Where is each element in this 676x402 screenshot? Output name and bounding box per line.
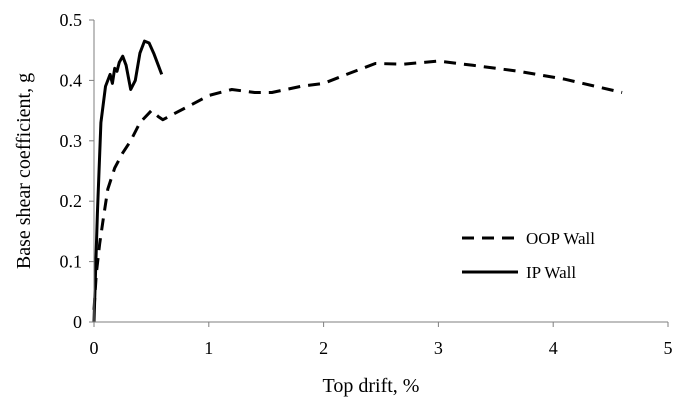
x-tick-label: 3 xyxy=(434,338,443,358)
legend: OOP Wall IP Wall xyxy=(462,229,595,282)
series-line-oop-wall xyxy=(92,59,623,310)
plot-area xyxy=(92,39,623,323)
y-tick-label: 0 xyxy=(73,312,82,332)
legend-label: IP Wall xyxy=(526,263,576,282)
x-tick-label: 4 xyxy=(549,338,558,358)
x-axis-title: Top drift, % xyxy=(323,375,420,397)
y-tick-label: 0.3 xyxy=(60,131,83,151)
y-axis-title: Base shear coefficient, g xyxy=(13,73,35,269)
tick-labels: 0 0.1 0.2 0.3 0.4 0.5 0 1 2 3 4 5 xyxy=(60,10,673,358)
axes xyxy=(89,19,669,327)
y-tick-label: 0.2 xyxy=(60,191,83,211)
x-tick-label: 0 xyxy=(90,338,99,358)
y-tick-label: 0.4 xyxy=(60,70,83,90)
series-line-ip-wall xyxy=(92,39,164,323)
legend-label: OOP Wall xyxy=(526,229,595,248)
x-tick-label: 5 xyxy=(664,338,673,358)
x-tick-label: 1 xyxy=(204,338,213,358)
y-tick-label: 0.5 xyxy=(60,10,83,30)
y-tick-label: 0.1 xyxy=(60,252,83,272)
x-tick-label: 2 xyxy=(319,338,328,358)
